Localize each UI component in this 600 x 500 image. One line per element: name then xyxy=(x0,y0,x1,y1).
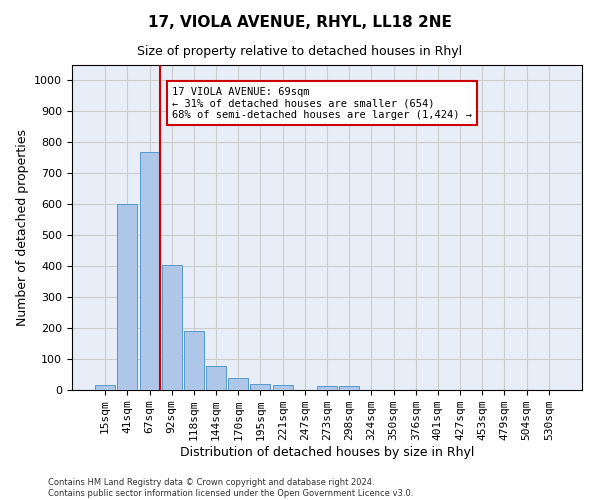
X-axis label: Distribution of detached houses by size in Rhyl: Distribution of detached houses by size … xyxy=(180,446,474,459)
Bar xyxy=(317,386,337,390)
Bar xyxy=(228,378,248,390)
Bar xyxy=(184,331,204,390)
Text: 17, VIOLA AVENUE, RHYL, LL18 2NE: 17, VIOLA AVENUE, RHYL, LL18 2NE xyxy=(148,15,452,30)
Bar xyxy=(206,366,226,390)
Bar xyxy=(339,386,359,390)
Text: 17 VIOLA AVENUE: 69sqm
← 31% of detached houses are smaller (654)
68% of semi-de: 17 VIOLA AVENUE: 69sqm ← 31% of detached… xyxy=(172,86,472,120)
Bar xyxy=(118,204,137,390)
Text: Size of property relative to detached houses in Rhyl: Size of property relative to detached ho… xyxy=(137,45,463,58)
Bar xyxy=(140,152,160,390)
Bar xyxy=(250,384,271,390)
Bar xyxy=(272,386,293,390)
Y-axis label: Number of detached properties: Number of detached properties xyxy=(16,129,29,326)
Bar xyxy=(95,386,115,390)
Bar xyxy=(162,264,182,390)
Text: Contains HM Land Registry data © Crown copyright and database right 2024.
Contai: Contains HM Land Registry data © Crown c… xyxy=(48,478,413,498)
